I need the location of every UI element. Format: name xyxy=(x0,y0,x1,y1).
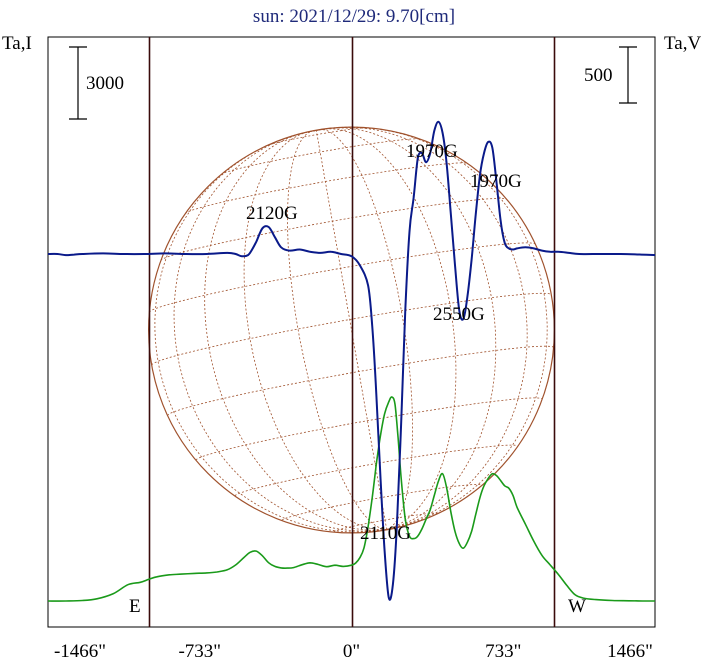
annotation-1970g-right: 1970G xyxy=(470,171,522,192)
plot-frame xyxy=(47,36,656,628)
longitude-line xyxy=(316,127,497,530)
reference-lines xyxy=(148,37,556,627)
scale-bar-left-label: 3000 xyxy=(86,73,124,94)
annotation-1970g-left: 1970G xyxy=(406,141,458,162)
longitude-line xyxy=(316,128,457,530)
latitude-line xyxy=(167,345,554,416)
x-tick-label: 0" xyxy=(343,641,360,662)
y-left-axis-label: Ta,I xyxy=(2,33,32,54)
longitude-line xyxy=(173,130,387,532)
x-tick-label: -733" xyxy=(178,641,221,662)
latitude-line xyxy=(184,162,469,214)
longitude-line xyxy=(316,126,528,530)
annotation-2120g: 2120G xyxy=(246,203,298,224)
longitude-line xyxy=(316,129,414,530)
annotation-2110g: 2110G xyxy=(360,523,411,544)
y-right-axis-label: Ta,V xyxy=(664,33,701,54)
x-tick-label: 1466" xyxy=(607,641,653,662)
longitude-line xyxy=(204,130,387,531)
longitude-line xyxy=(243,130,387,531)
x-tick-label: 733" xyxy=(485,641,521,662)
latitude-line xyxy=(234,444,519,497)
latitude-line xyxy=(220,138,422,175)
scale-bar-right-label: 500 xyxy=(584,65,613,86)
limb-label-west: W xyxy=(568,596,586,617)
scale-bar-right: 500 xyxy=(584,46,637,104)
annotation-2550g: 2550G xyxy=(433,304,485,325)
latitude-line xyxy=(195,397,543,461)
series-stokes-v-line xyxy=(47,120,656,601)
limb-label-east: E xyxy=(129,596,141,617)
x-tick-labels: -1466" -733" 0" 733" 1466" xyxy=(54,641,653,662)
chart-title: sun: 2021/12/29: 9.70[cm] xyxy=(253,6,455,27)
latitude-line xyxy=(151,292,552,366)
scale-bar-left: 3000 xyxy=(69,46,124,120)
x-tick-label: -1466" xyxy=(54,641,106,662)
series-stokes-i-line xyxy=(47,396,655,602)
